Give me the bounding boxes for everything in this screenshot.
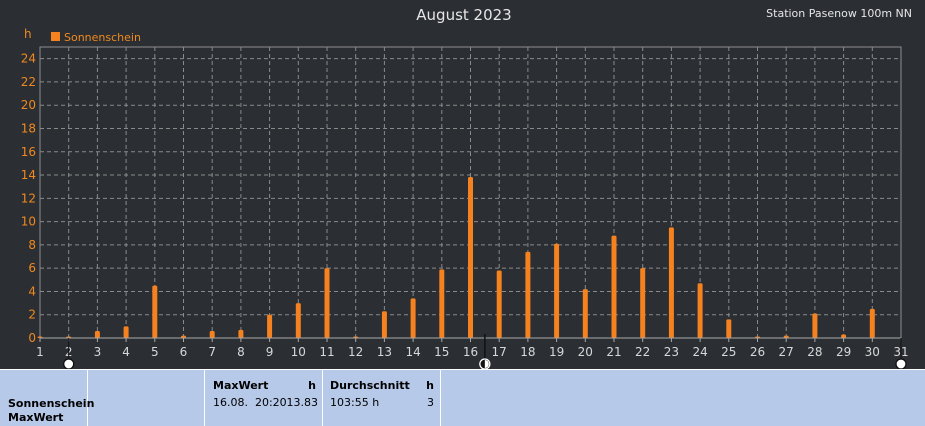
sunshine-bar [123,326,129,338]
legend-swatch [51,32,60,41]
moon-markers [63,334,907,369]
y-tick-label: 2 [28,308,36,322]
x-tick-label: 19 [549,345,564,359]
sunshine-chart: August 2023 Station Pasenow 100m NN h So… [21,6,912,369]
sunshine-bar [525,251,531,338]
max-value-cell: MaxWert h 16.08. 20:20 13.83 [205,370,323,426]
avg-count: 3 [427,396,434,409]
max-value: 13.83 [286,396,319,409]
x-tick-label: 5 [151,345,159,359]
moon-disc [63,358,75,369]
avg-value: 103:55 h [330,396,380,409]
x-tick-label: 6 [180,345,188,359]
y-tick-label: 20 [21,98,36,112]
sunshine-bar [152,285,158,338]
x-tick-label: 10 [291,345,306,359]
x-tick-label: 29 [836,345,851,359]
max-datetime: 16.08. 20:20 [213,396,287,409]
sunshine-bar [181,335,186,338]
series-name: Sonnenschein [8,397,95,410]
new-moon-icon [479,334,491,369]
series-name-cell: Sonnenschein MaxWert [0,370,94,426]
avg-header: Durchschnitt [330,379,410,392]
x-tick-label: 28 [807,345,822,359]
sunshine-bar [267,314,273,338]
y-tick-label: 0 [28,331,36,345]
max-header: MaxWert [213,379,269,392]
sunshine-bar [324,268,330,338]
avg-unit: h [426,379,434,392]
x-tick-label: 14 [405,345,420,359]
x-tick-label: 22 [635,345,650,359]
sunshine-bar [468,177,473,338]
sunshine-bar [640,268,646,338]
x-tick-label: 9 [266,345,274,359]
full-moon-icon [63,338,75,369]
x-tick-label: 4 [122,345,130,359]
grid-lines [40,47,901,338]
sunshine-bar [869,308,875,338]
x-tick-label: 21 [606,345,621,359]
y-tick-label: 4 [28,284,36,298]
moon-phase [484,360,489,368]
spacer-cell [88,370,205,426]
sunshine-bar [668,227,674,338]
x-tick-label: 16 [463,345,478,359]
station-label: Station Pasenow 100m NN [766,7,912,20]
sunshine-bar [381,311,387,338]
x-tick-label: 13 [377,345,392,359]
y-tick-label: 22 [21,75,36,89]
sunshine-bar [582,289,588,338]
sunshine-bar [439,269,445,338]
x-tick-label: 8 [237,345,245,359]
y-tick-label: 16 [21,145,36,159]
sunshine-bar [554,243,560,338]
x-tick-label: 26 [750,345,765,359]
y-tick-label: 12 [21,191,36,205]
y-tick-label: 8 [28,238,36,252]
statistics-panel: Sonnenschein MaxWert MaxWert h 16.08. 20… [0,369,925,426]
sunshine-bar [697,283,703,338]
x-tick-label: 3 [94,345,102,359]
chart-title: August 2023 [416,6,511,24]
sunshine-bar [209,331,215,338]
row-label: MaxWert [8,411,64,424]
sunshine-bar [726,319,732,338]
x-tick-label: 15 [434,345,449,359]
sunshine-bar [238,329,244,338]
sunshine-bar [410,298,416,338]
x-tick-label: 12 [348,345,363,359]
axes: 0246810121416182022241234567891011121314… [21,52,909,359]
y-tick-label: 6 [28,261,36,275]
legend-label: Sonnenschein [64,31,141,44]
y-tick-label: 18 [21,121,36,135]
sunshine-bar [94,331,100,338]
max-unit: h [308,379,316,392]
sunshine-bar [783,335,789,338]
full-moon-icon [895,338,907,369]
x-tick-label: 20 [578,345,593,359]
y-axis-unit: h [24,27,32,41]
y-tick-label: 10 [21,215,36,229]
sunshine-bar [295,303,301,338]
sunshine-bar [496,270,502,338]
x-tick-label: 27 [779,345,794,359]
sunshine-bar [812,313,818,338]
moon-disc [895,358,907,369]
bar-series [37,177,875,338]
average-cell: Durchschnitt h 103:55 h 3 [323,370,441,426]
sunshine-bar [611,235,617,338]
x-tick-label: 23 [664,345,679,359]
x-tick-label: 1 [36,345,44,359]
x-tick-label: 24 [692,345,707,359]
x-tick-label: 11 [319,345,334,359]
x-tick-label: 25 [721,345,736,359]
y-tick-label: 14 [21,168,36,182]
x-tick-label: 18 [520,345,535,359]
x-tick-label: 7 [208,345,216,359]
x-tick-label: 30 [865,345,880,359]
sunshine-bar [841,334,847,338]
x-tick-label: 17 [492,345,507,359]
y-tick-label: 24 [21,52,36,66]
